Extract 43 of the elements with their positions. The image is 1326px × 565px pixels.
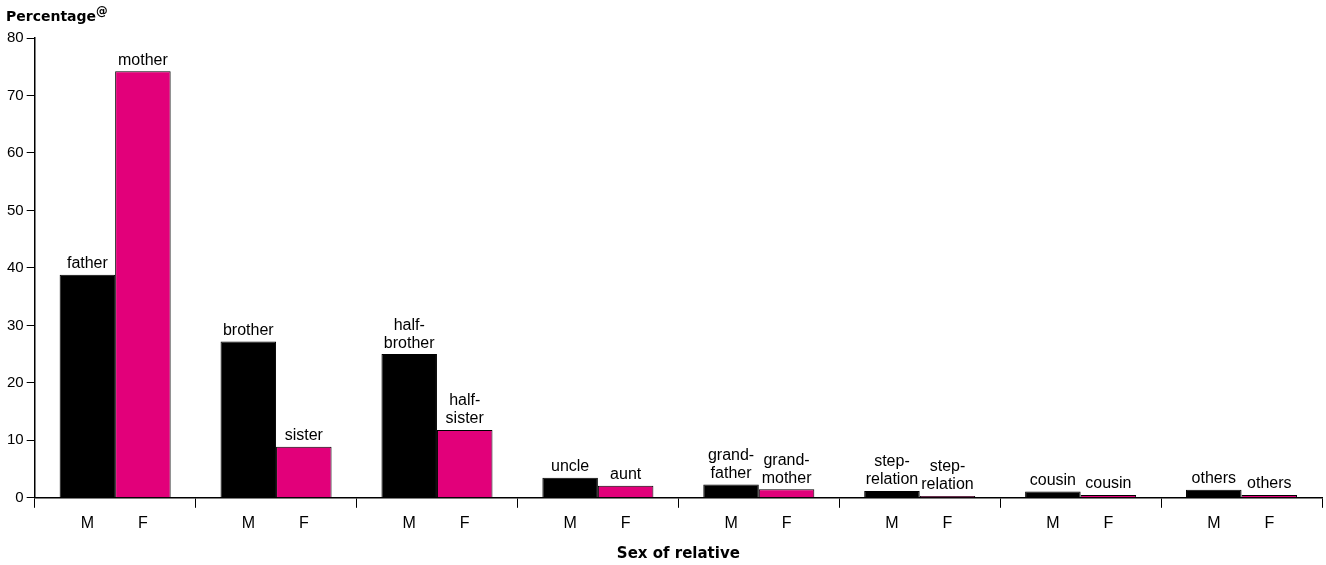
data-label: uncle bbox=[551, 457, 590, 475]
data-label: aunt bbox=[610, 465, 642, 483]
data-label: grand- mother bbox=[761, 450, 813, 486]
x-axis-title: Sex of relative bbox=[616, 543, 740, 562]
text: M bbox=[1207, 514, 1221, 532]
text: M bbox=[402, 514, 416, 532]
data-label: half- sister bbox=[445, 391, 485, 427]
text: M bbox=[241, 514, 255, 532]
text: M bbox=[1046, 514, 1060, 532]
y-tick-label: 0 bbox=[15, 487, 24, 505]
series-label: F bbox=[138, 514, 149, 532]
data-label: half- brother bbox=[383, 315, 436, 351]
y-tick-label: 60 bbox=[7, 143, 24, 161]
data-label: father bbox=[66, 254, 109, 272]
text: F bbox=[298, 514, 309, 532]
text: F bbox=[620, 514, 631, 532]
data-label: others bbox=[1191, 469, 1237, 487]
y-tick-label: 70 bbox=[7, 85, 24, 103]
text: F bbox=[942, 514, 953, 532]
text: F bbox=[781, 514, 792, 532]
text: M bbox=[724, 514, 738, 532]
data-label: cousin bbox=[1029, 470, 1076, 488]
data-label: mother bbox=[118, 50, 169, 68]
y-tick-label: 40 bbox=[7, 258, 24, 276]
data-label: others bbox=[1247, 474, 1292, 492]
series-label: M bbox=[80, 514, 95, 532]
data-label: brother bbox=[222, 320, 275, 338]
y-axis-title: Percentage$^{@}$ bbox=[6, 4, 108, 24]
y-tick-label: 50 bbox=[7, 200, 24, 218]
data-label: sister bbox=[284, 426, 324, 444]
text: M bbox=[885, 514, 899, 532]
data-label: step- relation bbox=[865, 452, 919, 488]
y-tick-label: 80 bbox=[7, 28, 24, 46]
y-tick-label: 10 bbox=[7, 430, 24, 448]
data-label: grand- father bbox=[707, 445, 755, 481]
text: M bbox=[563, 514, 577, 532]
y-tick-label: 20 bbox=[7, 372, 24, 390]
text: F bbox=[1103, 514, 1114, 532]
data-label: step- relation bbox=[921, 457, 974, 493]
data-label: cousin bbox=[1085, 474, 1132, 492]
text: F bbox=[1264, 514, 1275, 532]
y-tick-label: 30 bbox=[7, 315, 24, 333]
text: F bbox=[459, 514, 470, 532]
